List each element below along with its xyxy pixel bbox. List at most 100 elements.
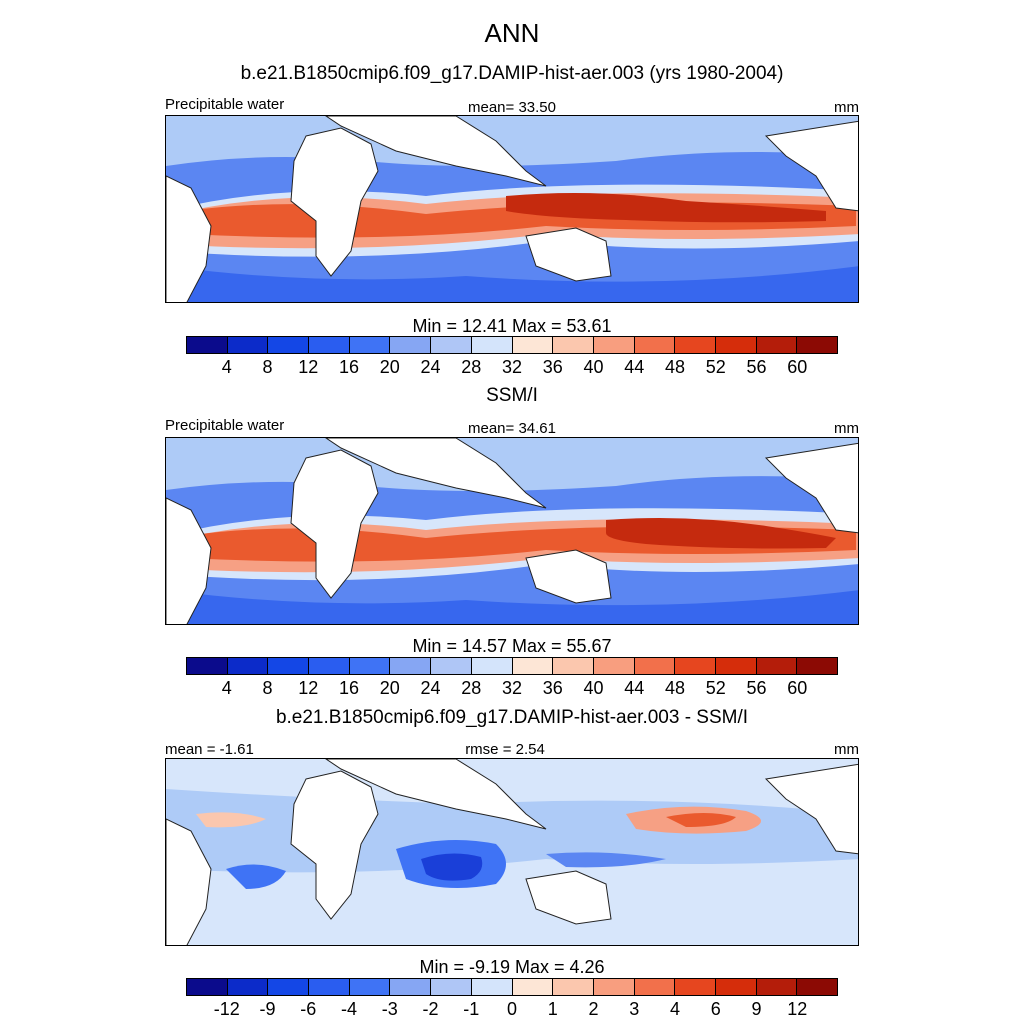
colorbar-tick-label: 4 xyxy=(221,357,232,377)
colorbar-cell xyxy=(431,337,472,353)
colorbar-tick-label: 44 xyxy=(624,357,645,377)
colorbar-tick-label: -9 xyxy=(259,999,276,1019)
colorbar-cell xyxy=(471,658,513,674)
colorbar-tick-label: 16 xyxy=(338,357,360,377)
colorbar-cell xyxy=(512,979,554,995)
panel-1-left-label: Precipitable water xyxy=(165,96,285,113)
panel-2-map xyxy=(165,437,859,625)
colorbar-tick-label: 52 xyxy=(705,678,726,698)
colorbar-cell xyxy=(675,337,716,353)
colorbar-tick-label: 36 xyxy=(542,678,563,698)
colorbar-cell xyxy=(227,337,269,353)
panel-2-left-label: Precipitable water xyxy=(165,417,285,434)
colorbar-cell xyxy=(268,979,310,995)
panel-2-mean-label: mean= 34.61 xyxy=(468,420,556,437)
panel-1-colorbar-ticks: 4 8 12 16 20 24 28 32 36 40 44 48 52 56 60 xyxy=(186,357,838,379)
colorbar-cell xyxy=(431,658,472,674)
panel-2-units-label: mm xyxy=(834,420,859,437)
colorbar-cell xyxy=(797,658,837,674)
colorbar-tick-label: 56 xyxy=(746,678,767,698)
colorbar-cell xyxy=(390,658,432,674)
colorbar-cell xyxy=(634,658,676,674)
panel-1-colorbar xyxy=(186,336,838,354)
colorbar-cell xyxy=(512,658,554,674)
colorbar-tick-label: 48 xyxy=(664,357,686,377)
colorbar-cell xyxy=(756,337,798,353)
panel-1-units-label: mm xyxy=(834,99,859,116)
colorbar-tick-label: 8 xyxy=(262,357,273,377)
colorbar-tick-label: 60 xyxy=(787,357,808,377)
colorbar-tick-label: -3 xyxy=(381,999,398,1019)
colorbar-cell xyxy=(227,658,269,674)
colorbar-cell xyxy=(593,658,635,674)
colorbar-tick-label: 20 xyxy=(379,357,400,377)
colorbar-cell xyxy=(349,658,391,674)
colorbar-tick-label: 6 xyxy=(710,999,721,1019)
colorbar-tick-label: 12 xyxy=(787,999,808,1019)
colorbar-cell xyxy=(634,337,676,353)
page-title: ANN xyxy=(484,18,540,48)
colorbar-tick-label: 28 xyxy=(461,357,482,377)
panel-3-colorbar xyxy=(186,978,838,996)
colorbar-tick-label: 20 xyxy=(379,678,400,698)
colorbar-tick-label: 12 xyxy=(298,357,319,377)
panel-1-minmax: Min = 12.41 Max = 53.61 xyxy=(412,316,612,336)
colorbar-tick-label: 52 xyxy=(705,357,726,377)
colorbar-cell xyxy=(309,337,350,353)
colorbar-tick-label: 2 xyxy=(588,999,599,1019)
panel-3-heading: b.e21.B1850cmip6.f09_g17.DAMIP-hist-aer.… xyxy=(275,707,749,728)
colorbar-cell xyxy=(593,337,635,353)
colorbar-cell xyxy=(187,979,228,995)
colorbar-tick-label: -6 xyxy=(300,999,317,1019)
panel-1-mean-label: mean= 33.50 xyxy=(468,99,556,116)
colorbar-cell xyxy=(309,658,350,674)
panel-3-map xyxy=(165,758,859,946)
colorbar-cell xyxy=(471,979,513,995)
colorbar-cell xyxy=(309,979,350,995)
colorbar-tick-label: 12 xyxy=(298,678,319,698)
colorbar-tick-label: 48 xyxy=(664,678,686,698)
panel-3-colorbar-ticks: -12 -9 -6 -4 -3 -2 -1 0 1 2 3 4 6 9 12 xyxy=(186,999,838,1021)
colorbar-cell xyxy=(431,979,472,995)
colorbar-tick-label: 40 xyxy=(583,678,604,698)
colorbar-tick-label: 56 xyxy=(746,357,767,377)
panel-2-minmax: Min = 14.57 Max = 55.67 xyxy=(412,636,612,656)
colorbar-tick-label: -2 xyxy=(422,999,439,1019)
colorbar-cell xyxy=(187,658,228,674)
colorbar-cell xyxy=(349,979,391,995)
colorbar-cell xyxy=(634,979,676,995)
colorbar-cell xyxy=(268,658,310,674)
panel-2-heading: SSM/I xyxy=(486,385,538,406)
panel-3-minmax: Min = -9.19 Max = 4.26 xyxy=(419,957,605,977)
colorbar-tick-label: 4 xyxy=(221,678,232,698)
colorbar-cell xyxy=(390,337,432,353)
colorbar-cell xyxy=(268,337,310,353)
colorbar-cell xyxy=(797,337,837,353)
colorbar-tick-label: 36 xyxy=(542,357,563,377)
colorbar-tick-label: 60 xyxy=(787,678,808,698)
colorbar-cell xyxy=(756,979,798,995)
colorbar-cell xyxy=(512,337,554,353)
colorbar-tick-label: 3 xyxy=(629,999,640,1019)
colorbar-tick-label: 28 xyxy=(461,678,482,698)
panel-2-colorbar-ticks: 4 8 12 16 20 24 28 32 36 40 44 48 52 56 60 xyxy=(186,678,838,700)
colorbar-cell xyxy=(471,337,513,353)
colorbar-cell xyxy=(756,658,798,674)
panel-3-rmse-label: rmse = 2.54 xyxy=(465,741,545,758)
colorbar-cell xyxy=(553,979,594,995)
colorbar-tick-label: 4 xyxy=(669,999,681,1019)
colorbar-cell xyxy=(390,979,432,995)
colorbar-tick-label: -1 xyxy=(463,999,480,1019)
colorbar-tick-label: 32 xyxy=(501,357,523,377)
colorbar-tick-label: 1 xyxy=(547,999,558,1019)
colorbar-cell xyxy=(675,979,716,995)
colorbar-cell xyxy=(797,979,837,995)
colorbar-tick-label: 24 xyxy=(420,357,441,377)
panel-1-map xyxy=(165,115,859,303)
panel-3-mean-label: mean = -1.61 xyxy=(165,741,254,758)
colorbar-cell xyxy=(715,337,757,353)
colorbar-tick-label: -4 xyxy=(340,999,358,1019)
colorbar-tick-label: 24 xyxy=(420,678,441,698)
colorbar-tick-label: 16 xyxy=(338,678,360,698)
colorbar-cell xyxy=(715,658,757,674)
